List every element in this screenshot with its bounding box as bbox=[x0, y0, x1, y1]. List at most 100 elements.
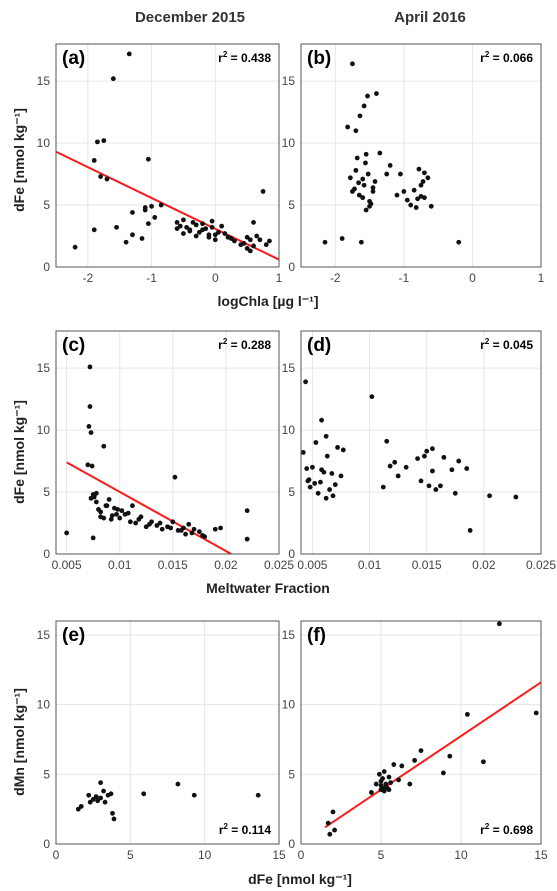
panel-f: 0 5 10 15051015 (f)r2 = 0.698 bbox=[282, 621, 548, 862]
data-point bbox=[396, 777, 401, 782]
data-point bbox=[329, 471, 334, 476]
data-point bbox=[355, 156, 360, 161]
data-point bbox=[133, 521, 138, 526]
data-point bbox=[114, 225, 119, 230]
data-point bbox=[73, 245, 78, 250]
data-point bbox=[222, 231, 227, 236]
data-point bbox=[245, 537, 250, 542]
x-axis-label-row2: Meltwater Fraction bbox=[206, 580, 330, 596]
data-point bbox=[356, 180, 361, 185]
y-tick-label: 10 bbox=[282, 423, 296, 437]
data-point bbox=[248, 248, 253, 253]
data-point bbox=[140, 236, 145, 241]
data-point bbox=[456, 240, 461, 245]
data-point bbox=[85, 462, 90, 467]
data-point bbox=[441, 771, 446, 776]
data-point bbox=[319, 467, 324, 472]
data-point bbox=[382, 769, 387, 774]
data-point bbox=[168, 526, 173, 531]
data-point bbox=[146, 157, 151, 162]
data-point bbox=[310, 465, 315, 470]
data-point bbox=[374, 91, 379, 96]
data-point bbox=[103, 800, 108, 805]
data-point bbox=[392, 460, 397, 465]
data-point bbox=[360, 177, 365, 182]
y-tick-label: 10 bbox=[37, 423, 51, 437]
data-point bbox=[369, 394, 374, 399]
y-tick-label: 0 bbox=[288, 260, 295, 274]
data-point bbox=[92, 227, 97, 232]
data-point bbox=[362, 104, 367, 109]
data-point bbox=[251, 244, 256, 249]
y-tick-label: 5 bbox=[43, 485, 50, 499]
data-point bbox=[464, 466, 469, 471]
data-point bbox=[441, 455, 446, 460]
data-point bbox=[404, 465, 409, 470]
y-axis-label-row3: dMn [nmol kg⁻¹] bbox=[11, 688, 27, 796]
y-tick-label: 15 bbox=[37, 361, 51, 375]
data-point bbox=[101, 516, 106, 521]
data-point bbox=[353, 128, 358, 133]
data-point bbox=[417, 167, 422, 172]
data-point bbox=[429, 204, 434, 209]
data-point bbox=[101, 138, 106, 143]
x-tick-label: 10 bbox=[198, 848, 212, 862]
panel-e: 0 5 10 15 0 5 10 15 (e) r2 = 0.114 bbox=[37, 621, 286, 862]
data-point bbox=[350, 61, 355, 66]
data-point bbox=[424, 449, 429, 454]
panel-b: -2 -1 0 1051015(b) r2 = 0.066 bbox=[282, 44, 545, 285]
data-point bbox=[398, 172, 403, 177]
data-point bbox=[481, 759, 486, 764]
data-point bbox=[130, 210, 135, 215]
data-point bbox=[415, 456, 420, 461]
x-tick-label: 5 bbox=[127, 848, 134, 862]
data-point bbox=[384, 172, 389, 177]
x-tick-label: 0 bbox=[298, 848, 305, 862]
data-point bbox=[192, 793, 197, 798]
x-tick-label: 0 bbox=[212, 271, 219, 285]
data-point bbox=[316, 491, 321, 496]
x-tick-label: 0.01 bbox=[108, 558, 132, 572]
data-point bbox=[248, 237, 253, 242]
x-tick-label: 15 bbox=[272, 848, 286, 862]
data-point bbox=[396, 474, 401, 479]
data-point bbox=[200, 221, 205, 226]
data-point bbox=[88, 365, 93, 370]
data-point bbox=[181, 218, 186, 223]
data-point bbox=[89, 430, 94, 435]
y-tick-label: 10 bbox=[37, 698, 51, 712]
data-point bbox=[160, 527, 165, 532]
data-point bbox=[136, 517, 141, 522]
data-point bbox=[447, 754, 452, 759]
data-point bbox=[345, 125, 350, 130]
panel-label: (d) bbox=[307, 335, 331, 356]
data-point bbox=[92, 158, 97, 163]
data-point bbox=[91, 535, 96, 540]
data-point bbox=[465, 712, 470, 717]
x-tick-label: -2 bbox=[83, 271, 94, 285]
data-point bbox=[327, 487, 332, 492]
data-point bbox=[194, 222, 199, 227]
data-point bbox=[388, 163, 393, 168]
data-point bbox=[324, 434, 329, 439]
y-tick-label: 5 bbox=[288, 485, 295, 499]
data-point bbox=[365, 94, 370, 99]
data-point bbox=[173, 475, 178, 480]
data-point bbox=[213, 527, 218, 532]
data-point bbox=[318, 480, 323, 485]
data-point bbox=[98, 509, 103, 514]
data-point bbox=[312, 481, 317, 486]
data-point bbox=[364, 208, 369, 213]
data-point bbox=[89, 496, 94, 501]
data-point bbox=[513, 495, 518, 500]
data-point bbox=[200, 533, 205, 538]
panel-label: (a) bbox=[62, 48, 85, 69]
data-point bbox=[107, 497, 112, 502]
data-point bbox=[127, 52, 132, 57]
data-point bbox=[181, 231, 186, 236]
x-tick-label: -1 bbox=[146, 271, 157, 285]
y-tick-label: 10 bbox=[282, 136, 296, 150]
data-point bbox=[388, 464, 393, 469]
data-point bbox=[232, 239, 237, 244]
